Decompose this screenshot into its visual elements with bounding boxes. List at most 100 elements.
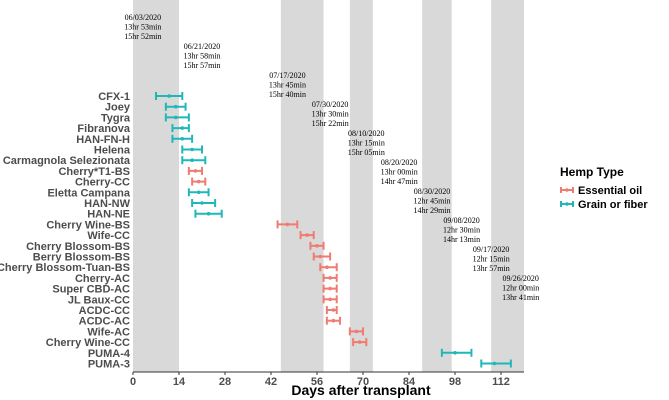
x-tick-label: 0 — [130, 376, 136, 388]
x-axis-label: Days after transplant — [291, 382, 431, 398]
mean-point — [318, 254, 323, 259]
errorbar-Berry Blossom-BS — [312, 252, 332, 261]
category-label: Fibranova — [77, 123, 130, 135]
mean-point — [331, 318, 336, 323]
category-label: Berry Blossom-BS — [33, 252, 130, 264]
legend: Hemp Type Essential oil Grain or fiber — [560, 165, 648, 211]
errorbar-Eletta Campana — [187, 188, 210, 197]
mean-point — [328, 286, 332, 291]
x-tick-label: 70 — [357, 376, 369, 388]
mean-point — [328, 297, 332, 302]
x-axis: 0 14 28 42 56 70 84 98 112 — [130, 371, 524, 388]
category-label: Helena — [94, 145, 131, 157]
mean-point — [357, 340, 362, 344]
errorbar-Carmagnola Selezionata — [181, 156, 207, 165]
annotation-3: 07/17/2020 13hr 45min 15hr 40min — [269, 71, 306, 99]
category-label: Cherry Wine-CC — [46, 337, 130, 349]
x-tick-label: 84 — [403, 376, 416, 388]
errorbar-Tygra — [164, 113, 190, 122]
mean-point — [173, 104, 178, 109]
mean-point — [492, 361, 497, 366]
mean-point — [190, 147, 194, 152]
legend-label: Grain or fiber — [578, 199, 648, 211]
errorbar-Wife-AC — [348, 327, 364, 336]
errorbar-Super CBD-AC — [322, 284, 338, 293]
errorbar-Cherry*T1-BS — [187, 166, 203, 175]
category-label: ACDC-AC — [79, 316, 130, 328]
mean-point — [193, 169, 198, 173]
errorbar-ACDC-CC — [325, 306, 338, 314]
legend-title: Hemp Type — [560, 165, 624, 179]
mean-point — [285, 222, 290, 227]
errorbar-JL Baux-CC — [322, 295, 338, 304]
errorbar-Cherry Wine-CC — [352, 338, 368, 347]
x-tick-label: 14 — [173, 376, 186, 388]
annotation-10: 09/26/2020 12hr 00min 13hr 41min — [502, 274, 539, 302]
x-tick-label: 98 — [449, 376, 461, 388]
mean-point — [200, 201, 204, 205]
x-tick-label: 28 — [219, 376, 231, 388]
errorbar-Cherry-AC — [322, 273, 338, 282]
category-label: Carmagnola Selezionata — [3, 155, 131, 167]
errorbar-Cherry Blossom-Tuan-BS — [319, 263, 338, 272]
mean-point — [354, 329, 359, 334]
errorbar-Cherry Blossom-BS — [309, 241, 325, 250]
shaded-bands — [133, 0, 524, 372]
category-label: Cherry Wine-BS — [46, 219, 130, 231]
errorbar-Cherry Wine-BS — [276, 220, 299, 229]
legend-entry-2: Grain or fiber — [560, 199, 648, 211]
annotation-8: 09/08/2020 12hr 30min 14hr 13min — [443, 216, 480, 244]
shaded-band-3 — [349, 0, 373, 372]
category-label: HAN-NE — [87, 209, 130, 221]
category-label: Cherry-CC — [75, 177, 130, 189]
x-tick-label: 42 — [265, 376, 277, 388]
mean-point — [190, 158, 194, 162]
category-label: Super CBD-AC — [52, 284, 130, 296]
category-label: CFX-1 — [98, 91, 130, 103]
shaded-band-1 — [133, 0, 179, 372]
annotation-2: 06/21/2020 13hr 58min 15hr 57min — [183, 42, 220, 70]
errorbar-Cherry-CC — [191, 177, 207, 186]
errorbar-Wife-CC — [299, 231, 315, 240]
mean-point — [196, 190, 201, 195]
category-label: Cherry-AC — [75, 273, 130, 285]
category-label: Eletta Campana — [47, 187, 130, 199]
category-label: ACDC-CC — [79, 305, 130, 317]
errorbar-HAN-NE — [194, 209, 223, 218]
legend-entry-1: Essential oil — [560, 185, 642, 197]
category-label: PUMA-3 — [88, 359, 130, 371]
y-axis-labels: CFX-1JoeyTygraFibranovaHAN-FN-HHelenaCar… — [0, 91, 131, 371]
mean-point — [453, 351, 457, 355]
category-label: Cherry*T1-BS — [58, 166, 130, 178]
mean-point — [325, 265, 329, 270]
category-label: Wife-CC — [87, 230, 130, 242]
legend-label: Essential oil — [578, 185, 642, 197]
x-tick-label: 56 — [311, 376, 323, 388]
category-label: JL Baux-CC — [68, 294, 130, 306]
category-label: Wife-AC — [87, 326, 130, 338]
errorbar-HAN-NW — [191, 199, 217, 207]
photoperiod-annotations: 06/03/2020 13hr 53min 15hr 52min 06/21/2020… — [124, 13, 539, 302]
mean-point — [315, 244, 319, 248]
category-label: Cherry Blossom-Tuan-BS — [0, 262, 130, 274]
errorbar-HAN-FN-H — [171, 134, 194, 143]
errorbar-PUMA-3 — [480, 359, 512, 368]
errorbar-Fibranova — [171, 124, 190, 133]
category-label: Cherry Blossom-BS — [26, 241, 130, 253]
x-tick-label: 112 — [492, 376, 510, 388]
shaded-band-4 — [422, 0, 452, 372]
errorbar-Helena — [181, 145, 203, 154]
mean-point — [328, 276, 332, 280]
mean-point — [173, 115, 178, 120]
mean-point — [331, 308, 336, 312]
category-label: HAN-FN-H — [76, 134, 130, 146]
category-label: Tygra — [101, 112, 131, 124]
errorbar-Joey — [164, 102, 187, 111]
mean-point — [196, 179, 201, 184]
shaded-band-5 — [491, 0, 524, 372]
category-label: PUMA-4 — [88, 348, 131, 360]
annotation-9: 09/17/2020 12hr 15min 13hr 57min — [473, 245, 510, 273]
annotation-6: 08/20/2020 13hr 00min 14hr 47min — [381, 158, 418, 186]
errorbar-PUMA-4 — [440, 348, 473, 357]
